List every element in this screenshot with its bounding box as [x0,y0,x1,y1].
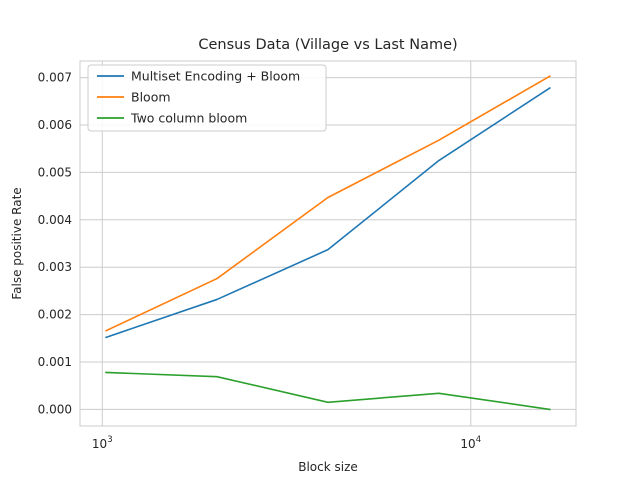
legend-box [87,64,327,132]
y-ticks: 0.000 0.001 0.002 0.003 0.004 0.005 0.006 0.007 [38,71,72,417]
y-tick-label: 0.000 [38,402,72,416]
series-lines [105,75,551,411]
plot-frame [79,60,577,427]
series-line [105,86,551,339]
legend: Multiset Encoding + Bloom Bloom Two column… [87,64,327,132]
y-axis-label: False positive Rate [10,187,24,299]
y-tick-label: 0.003 [38,260,72,274]
y-tick-label: 0.007 [38,71,72,85]
x-axis-label: Block size [298,460,358,474]
x-tick-label: 103 [92,435,113,451]
y-tick-label: 0.001 [38,355,72,369]
x-tick-label: 104 [460,435,481,451]
y-tick-label: 0.004 [38,213,72,227]
y-tick-label: 0.002 [38,308,72,322]
x-ticks: 103 104 [92,435,481,451]
legend-entry: Two column bloom [130,111,247,126]
series-line [105,371,551,411]
chart-title: Census Data (Village vs Last Name) [198,37,457,53]
legend-entry: Multiset Encoding + Bloom [131,69,300,84]
series-line [105,75,551,332]
y-tick-label: 0.005 [38,165,72,179]
legend-entry: Bloom [131,90,171,105]
y-tick-label: 0.006 [38,118,72,132]
